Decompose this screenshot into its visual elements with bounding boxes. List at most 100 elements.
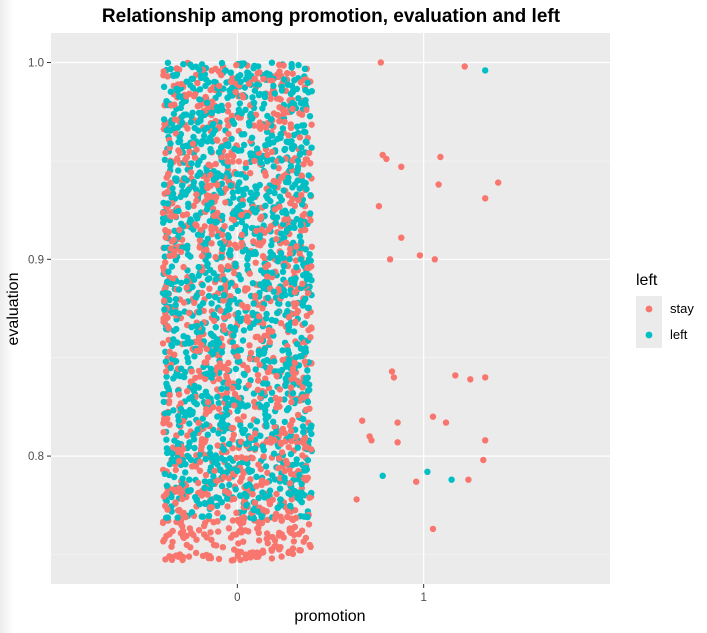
left-point [252, 366, 259, 373]
left-point [167, 364, 174, 372]
left-point [241, 84, 249, 91]
left-point [193, 292, 200, 299]
stay-point [201, 375, 209, 382]
stay-point [180, 263, 187, 271]
left-point [277, 230, 285, 237]
left-point [237, 72, 244, 79]
left-point [304, 457, 312, 464]
stay-point [164, 323, 171, 330]
stay-point [293, 243, 300, 250]
stay-point [253, 356, 260, 363]
left-point [293, 340, 301, 348]
stay-point [177, 490, 185, 497]
stay-point [303, 312, 311, 319]
stay-point [249, 455, 256, 462]
left-point [250, 99, 258, 107]
stay-point [289, 545, 297, 552]
left-point [283, 363, 290, 370]
left-point [196, 171, 203, 178]
stay-point [245, 80, 253, 88]
left-point [214, 413, 221, 420]
stay-point [298, 527, 306, 534]
left-point [186, 420, 193, 427]
left-point [212, 324, 219, 331]
stay-point [224, 263, 232, 270]
left-point [270, 82, 277, 90]
left-point [188, 509, 196, 516]
left-point [276, 300, 283, 307]
left-point [162, 348, 169, 355]
left-point [256, 234, 263, 241]
stay-point [482, 437, 489, 444]
left-point [193, 322, 201, 330]
left-point [161, 253, 168, 260]
left-point [228, 279, 235, 287]
stay-point [306, 494, 313, 501]
left-point [226, 440, 233, 448]
stay-point [193, 146, 200, 153]
left-point [281, 76, 288, 83]
left-point [224, 462, 231, 469]
left-point [292, 354, 299, 361]
left-point [233, 207, 241, 214]
stay-point [252, 259, 259, 266]
stay-point [198, 289, 206, 297]
left-point [281, 418, 288, 426]
left-point [251, 62, 258, 69]
left-point [170, 110, 178, 118]
left-point [181, 340, 189, 347]
stay-point [287, 199, 294, 207]
y-tick-label: 1.0 [28, 58, 44, 70]
stay-point [255, 461, 262, 468]
left-point [244, 69, 251, 76]
left-point [195, 272, 202, 279]
left-point [308, 88, 315, 95]
stay-point [303, 444, 311, 451]
left-point [305, 256, 312, 263]
left-point [277, 131, 284, 138]
left-point [206, 218, 213, 225]
left-point [203, 167, 210, 174]
stay-point [234, 353, 241, 360]
left-point [181, 373, 188, 381]
stay-point [164, 506, 171, 513]
stay-point [256, 361, 263, 368]
stay-point [197, 373, 204, 380]
left-point [194, 231, 202, 238]
left-point [264, 380, 271, 387]
stay-point [187, 544, 194, 551]
left-point [222, 395, 229, 402]
stay-point [300, 161, 307, 168]
left-point [448, 476, 455, 483]
left-point [253, 418, 261, 425]
left-point [242, 164, 249, 171]
stay-point [208, 224, 215, 231]
left-point [306, 113, 314, 120]
stay-point [208, 67, 215, 74]
left-point [250, 320, 257, 327]
stay-point [199, 552, 207, 560]
left-point [270, 288, 277, 295]
stay-point [375, 203, 383, 210]
left-point [284, 347, 292, 354]
stay-point [211, 467, 218, 475]
stay-point [218, 153, 225, 161]
stay-point [394, 419, 401, 426]
stay-point [238, 454, 245, 461]
left-point [263, 192, 270, 200]
left-point [175, 417, 182, 424]
stay-point [216, 375, 223, 383]
stay-point [247, 434, 254, 442]
left-point [173, 175, 180, 182]
legend-label: left [670, 327, 688, 342]
left-point [186, 476, 193, 483]
stay-point [273, 372, 280, 380]
left-point [162, 358, 169, 365]
left-point [296, 185, 303, 192]
stay-point [398, 234, 405, 241]
left-point [243, 482, 250, 489]
left-point [185, 358, 192, 366]
stay-point [229, 517, 237, 524]
stay-point [174, 507, 182, 514]
left-point [191, 444, 198, 452]
